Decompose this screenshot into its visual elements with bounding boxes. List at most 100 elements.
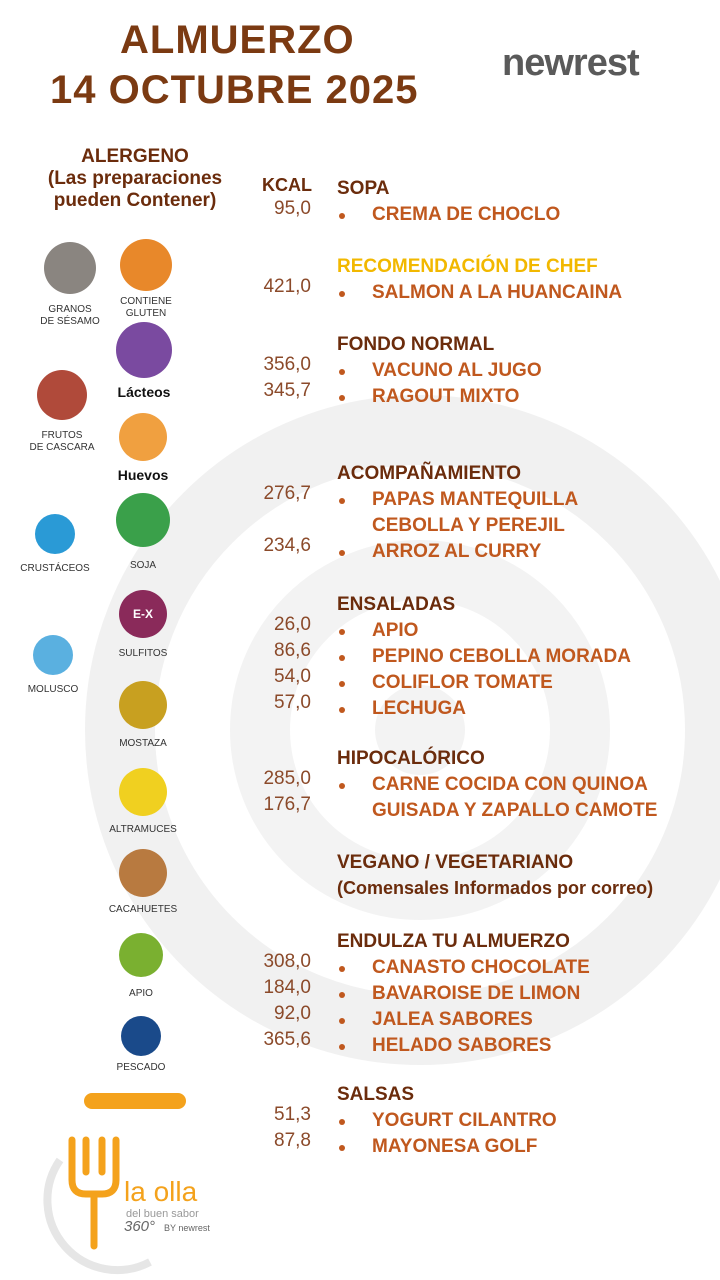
menu-item: CARNE COCIDA CON QUINOA: [372, 774, 648, 795]
kcal-value: 356,0: [263, 354, 311, 375]
bullet: [339, 369, 345, 375]
bullet: [339, 966, 345, 972]
allergen-icon: [116, 322, 172, 378]
allergen-header-line: (Las preparaciones: [47, 168, 223, 189]
allergen-label-line: CACAHUETES: [108, 904, 178, 915]
allergen-label-line: CONTIENE: [120, 296, 172, 307]
allergen-label: GRANOS DE SÉSAMO: [40, 304, 99, 328]
kcal-value: 184,0: [263, 977, 311, 998]
allergen-label-line: CRUSTÁCEOS: [20, 563, 90, 574]
menu-item: LECHUGA: [372, 698, 466, 719]
allergen-icon: [119, 768, 167, 816]
allergen-label-line: SOJA: [129, 560, 157, 571]
section-note: (Comensales Informados por correo): [337, 878, 654, 898]
menu-item: PAPAS MANTEQUILLA: [372, 489, 579, 510]
kcal-value: 285,0: [263, 768, 311, 789]
allergen-label-line: ALTRAMUCES: [109, 824, 177, 835]
section-heading: ENDULZA TU ALMUERZO: [337, 931, 570, 952]
menu-item: COLIFLOR TOMATE: [372, 672, 553, 693]
section-heading: RECOMENDACIÓN DE CHEF: [337, 256, 598, 277]
menu-item: MAYONESA GOLF: [372, 1136, 538, 1157]
allergen-label-line: MOLUSCO: [27, 684, 79, 695]
allergen-label-line: DE SÉSAMO: [40, 316, 100, 327]
allergen-label: PESCADO: [117, 1062, 166, 1074]
kcal-value: 26,0: [274, 614, 311, 635]
allergen-label: MOSTAZA: [119, 738, 167, 750]
kcal-value: 234,6: [263, 535, 311, 556]
allergen-icon: E-X: [119, 590, 167, 638]
allergen-label-line: GLUTEN: [125, 308, 167, 319]
kcal-value: 54,0: [274, 666, 311, 687]
bullet: [339, 395, 345, 401]
kcal-value: 276,7: [263, 483, 311, 504]
kcal-value: 365,6: [263, 1029, 311, 1050]
bullet: [339, 291, 345, 297]
allergen-label: FRUTOS DE CASCARA: [29, 430, 94, 454]
menu-item: SALMON A LA HUANCAINA: [372, 282, 623, 303]
section-heading: VEGANO / VEGETARIANO: [337, 852, 574, 873]
menu-item: RAGOUT MIXTO: [372, 386, 520, 407]
allergen-label-line: DE CASCARA: [29, 442, 95, 453]
allergen-label-line: GRANOS: [48, 304, 92, 315]
allergen-icon: [119, 681, 167, 729]
allergen-header-line: ALERGENO: [81, 146, 189, 167]
allergen-label: SOJA: [130, 560, 156, 572]
allergen-label: ALTRAMUCES: [109, 824, 177, 836]
allergen-icon: [119, 849, 167, 897]
bullet: [339, 655, 345, 661]
bullet: [339, 629, 345, 635]
allergen-icon: [116, 493, 170, 547]
allergen-icon: [120, 239, 172, 291]
menu-item: YOGURT CILANTRO: [372, 1110, 557, 1131]
section-heading: ACOMPAÑAMIENTO: [337, 463, 522, 484]
allergen-icon: [35, 514, 75, 554]
allergen-label: Huevos: [117, 467, 169, 483]
allergen-header-line: pueden Contener): [53, 190, 217, 211]
section-heading: HIPOCALÓRICO: [337, 748, 485, 769]
kcal-value: 176,7: [263, 794, 311, 815]
title: ALMUERZO: [120, 18, 355, 62]
footer-tagline: del buen sabor: [126, 1208, 199, 1220]
allergen-label-line: MOSTAZA: [119, 738, 167, 749]
footer-brand: la olla: [124, 1176, 198, 1207]
bullet: [339, 550, 345, 556]
kcal-value: 92,0: [274, 1003, 311, 1024]
allergen-label: CONTIENE GLUTEN: [120, 296, 172, 320]
allergen-label: SULFITOS: [119, 648, 168, 660]
allergen-label-line: Lácteos: [117, 384, 171, 400]
menu-item: CANASTO CHOCOLATE: [372, 957, 590, 978]
bullet: [339, 498, 345, 504]
bullet: [339, 681, 345, 687]
bullet: [339, 213, 345, 219]
menu-item: GUISADA Y ZAPALLO CAMOTE: [372, 800, 658, 821]
footer-360: 360°: [124, 1218, 156, 1235]
kcal-value: 421,0: [263, 276, 311, 297]
allergen-label: APIO: [129, 988, 153, 1000]
allergen-icon: [119, 933, 163, 977]
allergen-label-line: FRUTOS: [41, 430, 83, 441]
kcal-value: 95,0: [274, 198, 311, 219]
allergen-label: CACAHUETES: [109, 904, 177, 916]
section-heading: SALSAS: [337, 1084, 415, 1105]
allergen-icon: [119, 413, 167, 461]
kcal-header: KCAL: [262, 175, 312, 195]
kcal-value: 345,7: [263, 380, 311, 401]
allergen-label: MOLUSCO: [28, 684, 79, 696]
menu-item: PEPINO CEBOLLA MORADA: [372, 646, 631, 667]
section-heading: SOPA: [337, 178, 390, 199]
allergen-icon: [33, 635, 73, 675]
kcal-value: 87,8: [274, 1130, 311, 1151]
date: 14 OCTUBRE 2025: [50, 68, 419, 112]
bullet: [339, 992, 345, 998]
bullet: [339, 707, 345, 713]
footer-by: BY newrest: [164, 1223, 210, 1233]
menu-item: ARROZ AL CURRY: [372, 541, 542, 562]
section-heading: FONDO NORMAL: [337, 334, 495, 355]
allergen-label-line: Huevos: [117, 467, 169, 483]
kcal-value: 51,3: [274, 1104, 311, 1125]
allergen-label: CRUSTÁCEOS: [20, 563, 89, 575]
allergen-icon: [121, 1016, 161, 1056]
kcal-value: 57,0: [274, 692, 311, 713]
